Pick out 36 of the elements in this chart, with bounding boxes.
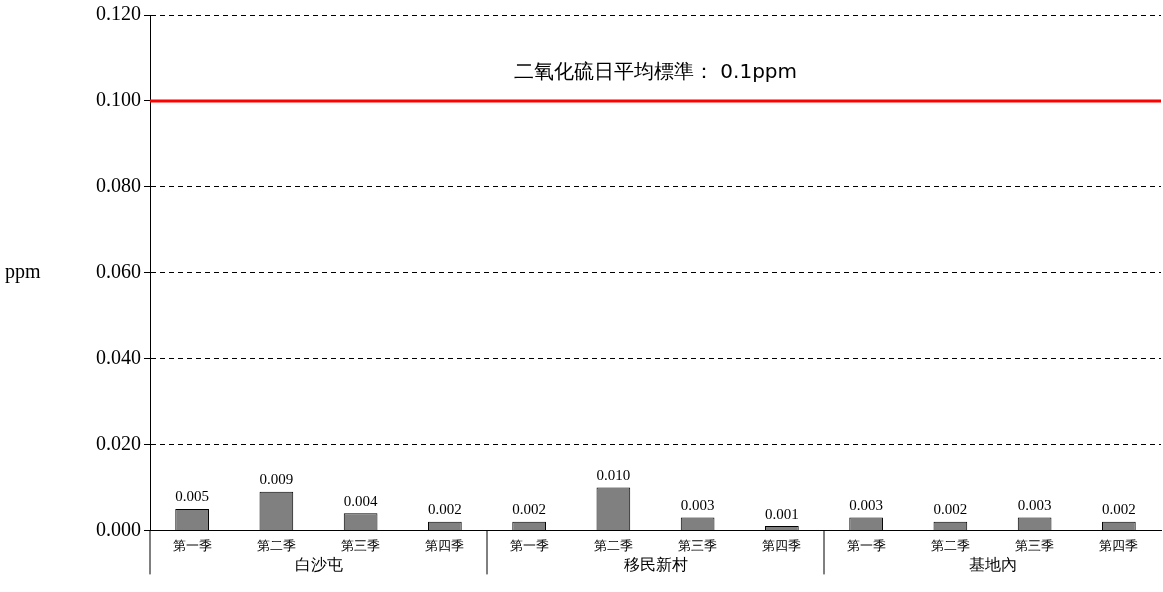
data-label: 0.002 <box>933 501 968 518</box>
data-label: 0.003 <box>1017 496 1052 513</box>
y-tick-label: 0.080 <box>96 174 141 197</box>
text: 白沙屯 <box>294 554 343 574</box>
data-label: 0.010 <box>596 466 631 483</box>
x-tick-label: 第一季 <box>509 537 549 553</box>
data-label: 0.002 <box>1102 501 1136 518</box>
data-label: 0.002 <box>512 501 546 518</box>
text: 移民新村 <box>623 554 688 574</box>
data-label: 0.001 <box>765 505 799 522</box>
data-label: 0.004 <box>343 492 378 509</box>
ref-line-label: 二氧化硫日平均標準： 0.1ppm <box>513 59 798 84</box>
y-tick-label: 0.040 <box>96 345 141 368</box>
data-label: 0.002 <box>428 501 462 518</box>
x-tick-label: 第一季 <box>172 537 212 553</box>
x-tick-label: 第二季 <box>930 537 970 553</box>
x-tick-label: 第二季 <box>256 537 296 553</box>
y-tick-label: 0.020 <box>96 431 141 454</box>
y-tick-label: 0.120 <box>96 2 141 25</box>
data-label: 0.003 <box>849 496 883 513</box>
y-tick-label: 0.000 <box>96 517 141 540</box>
text: 基地內 <box>968 554 1017 574</box>
y-tick-label: 0.100 <box>96 88 141 111</box>
data-label: 0.003 <box>680 496 715 513</box>
x-tick-label: 第四季 <box>1099 537 1139 553</box>
x-tick-label: 第三季 <box>1015 537 1055 553</box>
y-tick-label: 0.060 <box>96 259 141 282</box>
x-tick-label: 第四季 <box>425 537 465 553</box>
x-tick-label: 第三季 <box>678 537 718 553</box>
x-tick-label: 第四季 <box>762 537 802 553</box>
data-label: 0.009 <box>259 471 294 488</box>
data-label: 0.005 <box>175 488 209 505</box>
x-tick-label: 第三季 <box>341 537 381 553</box>
y-axis-title: ppm <box>5 259 41 283</box>
x-tick-label: 第一季 <box>846 537 886 553</box>
x-tick-label: 第二季 <box>593 537 633 553</box>
